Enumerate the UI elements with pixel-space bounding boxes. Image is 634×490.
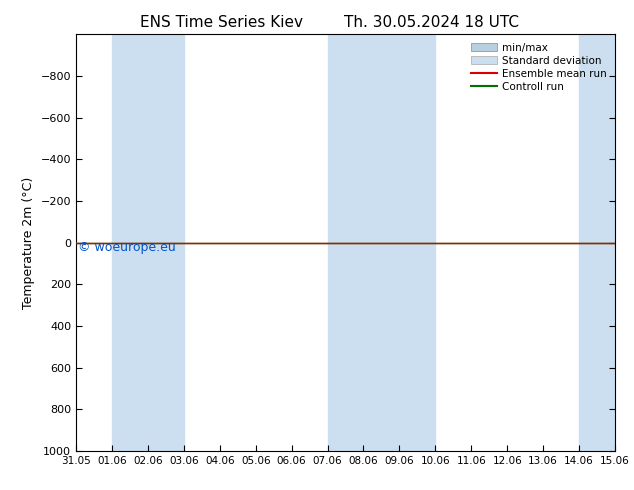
- Text: ENS Time Series Kiev: ENS Time Series Kiev: [140, 15, 304, 30]
- Y-axis label: Temperature 2m (°C): Temperature 2m (°C): [22, 176, 35, 309]
- Text: © woeurope.eu: © woeurope.eu: [78, 241, 176, 254]
- Bar: [112, 34, 184, 451]
- Text: Th. 30.05.2024 18 UTC: Th. 30.05.2024 18 UTC: [344, 15, 519, 30]
- Bar: [328, 34, 436, 451]
- Bar: [579, 34, 615, 451]
- Legend: min/max, Standard deviation, Ensemble mean run, Controll run: min/max, Standard deviation, Ensemble me…: [467, 40, 610, 95]
